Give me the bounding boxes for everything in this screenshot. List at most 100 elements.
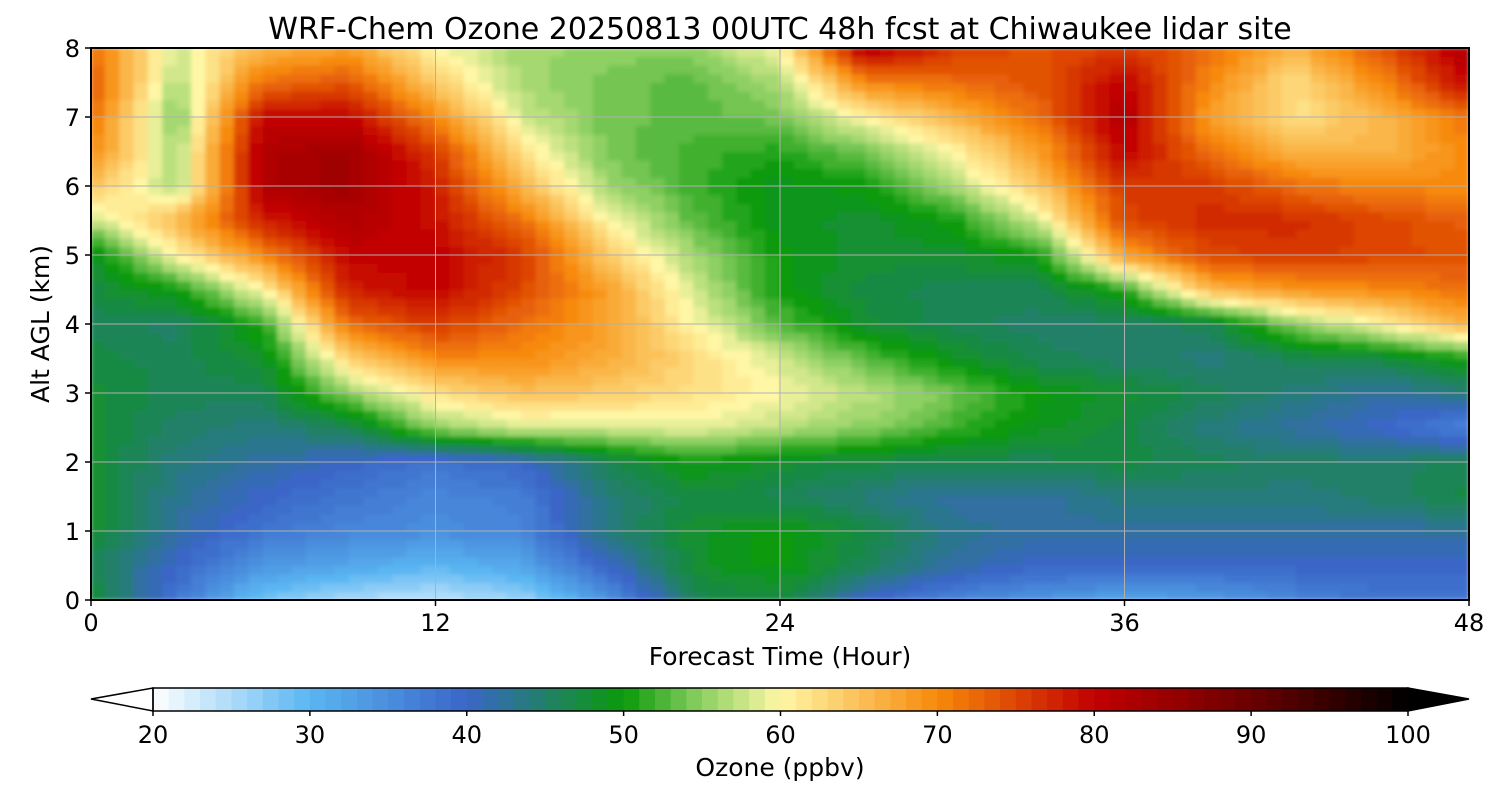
heatmap-cell: [592, 228, 609, 239]
heatmap-cell: [176, 314, 192, 325]
heatmap-cell: [162, 254, 178, 265]
heatmap-cell: [937, 409, 953, 420]
heatmap-cell: [162, 547, 178, 558]
heatmap-cell: [248, 151, 264, 161]
heatmap-cell: [1353, 194, 1370, 204]
heatmap-cell: [1454, 263, 1469, 273]
heatmap-cell: [635, 392, 652, 403]
heatmap-cell: [707, 358, 724, 368]
heatmap-cell: [564, 418, 580, 429]
heatmap-cell: [1066, 452, 1082, 463]
heatmap-cell: [865, 237, 881, 247]
heatmap-cell: [549, 332, 566, 342]
heatmap-cell: [521, 280, 537, 291]
heatmap-cell: [391, 314, 408, 325]
heatmap-cell: [951, 582, 968, 592]
heatmap-cell: [377, 427, 393, 437]
heatmap-cell: [291, 194, 307, 204]
heatmap-cell: [334, 349, 350, 360]
heatmap-cell: [1396, 409, 1413, 420]
heatmap-cell: [1224, 496, 1240, 506]
heatmap-cell: [1267, 323, 1283, 334]
heatmap-cell: [119, 263, 135, 273]
heatmap-cell: [305, 176, 322, 187]
heatmap-cell: [793, 349, 810, 360]
heatmap-cell: [621, 435, 637, 446]
heatmap-cell: [104, 573, 121, 584]
heatmap-cell: [506, 452, 523, 463]
heatmap-cell: [779, 504, 795, 515]
heatmap-cell: [1109, 582, 1125, 592]
heatmap-cell: [1066, 547, 1082, 558]
heatmap-cell: [1009, 573, 1025, 584]
heatmap-cell: [664, 573, 681, 584]
heatmap-cell: [836, 366, 853, 377]
heatmap-cell: [822, 314, 838, 325]
heatmap-cell: [951, 504, 968, 515]
heatmap-cell: [449, 340, 465, 351]
heatmap-cell: [535, 547, 551, 558]
heatmap-cell: [1439, 582, 1456, 592]
heatmap-cell: [119, 245, 135, 256]
heatmap-cell: [104, 452, 121, 463]
heatmap-cell: [1167, 297, 1183, 308]
heatmap-cell: [779, 237, 795, 247]
heatmap-cell: [521, 263, 537, 273]
heatmap-cell: [592, 151, 609, 161]
heatmap-cell: [1023, 539, 1039, 549]
heatmap-cell: [205, 202, 221, 213]
heatmap-cell: [1310, 392, 1326, 403]
heatmap-cell: [923, 435, 939, 446]
heatmap-cell: [1009, 306, 1025, 316]
heatmap-cell: [176, 332, 192, 342]
heatmap-cell: [851, 375, 867, 385]
heatmap-cell: [1425, 573, 1441, 584]
heatmap-cell: [1109, 349, 1125, 360]
heatmap-cell: [147, 176, 164, 187]
heatmap-cell: [966, 194, 982, 204]
heatmap-cell: [1238, 504, 1255, 515]
heatmap-cell: [248, 590, 264, 600]
heatmap-cell: [1425, 211, 1441, 222]
heatmap-cell: [420, 547, 436, 558]
heatmap-cell: [836, 254, 853, 265]
heatmap-cell: [162, 314, 178, 325]
heatmap-cell: [951, 590, 968, 600]
heatmap-cell: [348, 220, 365, 230]
heatmap-cell: [91, 263, 106, 273]
heatmap-cell: [607, 254, 623, 265]
heatmap-cell: [894, 487, 910, 498]
heatmap-cell: [994, 151, 1011, 161]
heatmap-cell: [104, 461, 121, 472]
heatmap-cell: [592, 254, 609, 265]
heatmap-cell: [1454, 383, 1469, 394]
heatmap-cell: [966, 435, 982, 446]
heatmap-cell: [147, 271, 164, 282]
heatmap-cell: [1439, 547, 1456, 558]
heatmap-cell: [119, 151, 135, 161]
heatmap-cell: [1425, 202, 1441, 213]
heatmap-cell: [449, 323, 465, 334]
heatmap-cell: [923, 228, 939, 239]
heatmap-cell: [449, 556, 465, 567]
heatmap-cell: [951, 185, 968, 196]
heatmap-cell: [1411, 168, 1427, 178]
heatmap-cell: [176, 582, 192, 592]
heatmap-cell: [851, 254, 867, 265]
heatmap-cell: [1253, 237, 1269, 247]
heatmap-cell: [1167, 237, 1183, 247]
heatmap-cell: [722, 392, 738, 403]
heatmap-cell: [923, 487, 939, 498]
heatmap-cell: [664, 159, 681, 170]
heatmap-cell: [937, 573, 953, 584]
heatmap-cell: [1167, 306, 1183, 316]
heatmap-cell: [607, 194, 623, 204]
heatmap-cell: [937, 582, 953, 592]
heatmap-cell: [1195, 401, 1212, 411]
heatmap-cell: [1152, 306, 1169, 316]
heatmap-cell: [1324, 547, 1341, 558]
heatmap-cell: [1095, 254, 1111, 265]
heatmap-cell: [578, 556, 594, 567]
heatmap-cell: [1339, 349, 1355, 360]
heatmap-cell: [1425, 504, 1441, 515]
